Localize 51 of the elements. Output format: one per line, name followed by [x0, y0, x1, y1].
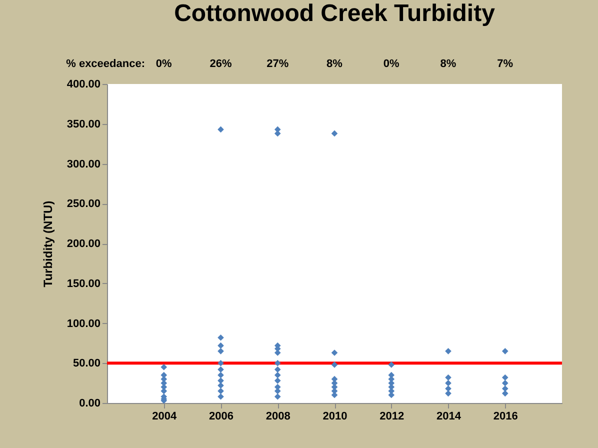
point	[445, 385, 452, 392]
point	[160, 364, 168, 370]
point	[331, 362, 338, 368]
point	[218, 360, 224, 366]
y-axis-title: Turbidity (NTU)	[40, 200, 55, 288]
point	[274, 350, 281, 356]
point	[274, 366, 281, 373]
x-tick-label: 2016	[493, 410, 518, 422]
point	[388, 362, 395, 368]
x-tick-label: 2014	[436, 410, 462, 422]
point	[218, 126, 224, 133]
point	[218, 334, 224, 341]
point	[274, 130, 281, 137]
y-tick-label: 50.00	[72, 358, 100, 370]
x-tick-label: 2010	[322, 410, 348, 422]
point	[502, 348, 508, 354]
y-tick-label: 350.00	[66, 118, 100, 130]
point	[274, 393, 281, 400]
text: 0%	[156, 58, 172, 70]
point	[502, 385, 508, 392]
x-tick-label: 2012	[380, 410, 404, 422]
point	[502, 374, 508, 381]
x-tick-label: 2004	[152, 410, 178, 422]
point	[274, 378, 281, 384]
x-tick-label: 2008	[266, 410, 290, 422]
chart-title: Cottonwood Creek Turbidity	[174, 0, 496, 27]
point	[331, 350, 338, 356]
y-tick-label: 250.00	[66, 198, 100, 210]
y-tick-label: 0.00	[79, 398, 100, 410]
point	[502, 390, 508, 397]
text: % exceedance:	[66, 58, 145, 70]
point	[502, 380, 508, 386]
y-tick-label: 300.00	[66, 158, 100, 170]
text: 27%	[266, 58, 289, 70]
text: 8%	[326, 58, 343, 70]
point	[218, 393, 224, 400]
y-tick-label: 150.00	[66, 278, 100, 290]
point	[445, 390, 452, 397]
y-tick-label: 200.00	[66, 238, 100, 250]
y-tick-label: 400.00	[66, 78, 100, 90]
point	[331, 130, 338, 137]
point	[274, 372, 281, 378]
point	[445, 348, 452, 354]
x-tick-label: 2006	[209, 410, 234, 422]
text: 7%	[497, 58, 514, 70]
text: 0%	[383, 58, 400, 70]
text: 26%	[210, 58, 232, 70]
point	[218, 348, 224, 354]
y-tick-label: 100.00	[66, 318, 100, 330]
point	[274, 360, 281, 366]
text: 8%	[440, 58, 456, 70]
